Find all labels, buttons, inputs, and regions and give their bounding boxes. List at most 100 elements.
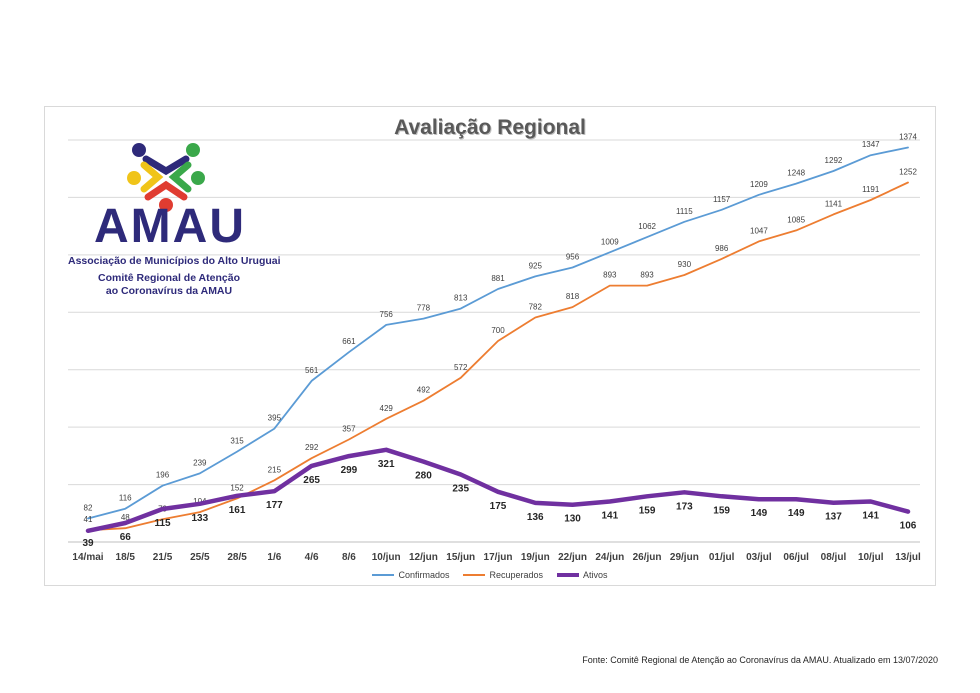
data-label-confirmados: 239 [193,458,207,467]
data-label-recuperados: 41 [84,515,93,524]
data-label-recuperados: 1252 [899,167,917,176]
series-line-recuperados [87,181,909,532]
logo-committee: Comitê Regional de Atenção ao Coronavíru… [64,272,274,298]
data-label-ativos: 159 [713,505,730,516]
x-tick-label: 22/jun [558,552,587,563]
series-line-ativos [85,447,911,534]
x-tick-label: 10/jul [858,552,884,563]
data-label-confirmados: 1062 [638,222,656,231]
data-label-confirmados: 756 [380,310,394,319]
x-tick-label: 17/jun [484,552,513,563]
data-label-confirmados: 1347 [862,140,880,149]
data-label-ativos: 141 [601,511,618,522]
data-label-recuperados: 930 [678,260,692,269]
data-label-confirmados: 196 [156,471,170,480]
x-tick-label: 19/jun [521,552,550,563]
data-label-ativos: 235 [452,484,469,495]
data-label-confirmados: 1009 [601,237,619,246]
data-label-recuperados: 893 [603,271,617,280]
data-label-confirmados: 116 [119,494,132,503]
x-tick-label: 03/jul [746,552,772,563]
legend-label-confirmados: Confirmados [398,570,450,580]
data-label-ativos: 141 [862,511,879,522]
legend-swatch-ativos [557,573,580,577]
data-label-ativos: 115 [154,518,171,529]
data-label-confirmados: 956 [566,252,580,261]
legend-item-recuperados: Recuperados [463,570,543,580]
data-label-recuperados: 429 [380,404,394,413]
data-label-recuperados: 1085 [787,215,805,224]
data-label-recuperados: 215 [268,465,282,474]
x-tick-label: 12/jun [409,552,438,563]
data-label-confirmados: 1374 [899,132,917,141]
data-label-ativos: 39 [82,538,94,549]
data-label-ativos: 161 [229,505,246,516]
data-label-ativos: 159 [639,505,656,516]
x-tick-label: 28/5 [227,552,247,563]
data-label-confirmados: 813 [454,294,468,303]
data-label-confirmados: 1157 [713,195,731,204]
data-label-ativos: 149 [751,508,768,519]
data-label-ativos: 177 [266,500,283,511]
data-label-recuperados: 48 [121,513,130,522]
data-label-recuperados: 782 [529,302,543,311]
chart-title: Avaliação Regional [394,116,586,139]
logo-committee-line2: ao Coronavírus da AMAU [105,285,233,298]
data-label-recuperados: 893 [640,271,654,280]
data-label-recuperados: 292 [305,443,319,452]
data-label-recuperados: 1047 [750,226,768,235]
data-label-ativos: 66 [120,532,132,543]
data-label-ativos: 149 [788,508,805,519]
x-tick-label: 08/jul [821,552,847,563]
x-tick-label: 10/jun [372,552,401,563]
data-label-recuperados: 1191 [862,185,880,194]
x-tick-label: 8/6 [342,552,356,563]
data-label-recuperados: 1141 [825,199,843,208]
x-tick-label: 29/jun [670,552,699,563]
legend-item-ativos: Ativos [557,570,608,580]
x-tick-label: 21/5 [153,552,173,563]
data-label-recuperados: 572 [454,363,468,372]
data-label-confirmados: 925 [529,261,543,270]
data-label-confirmados: 315 [230,437,244,446]
legend-swatch-recuperados [463,574,486,576]
legend-item-confirmados: Confirmados [372,570,449,580]
data-label-confirmados: 1209 [750,180,768,189]
data-label-ativos: 106 [900,521,917,532]
series-line-confirmados [87,146,909,520]
data-label-confirmados: 82 [84,503,93,512]
data-label-ativos: 321 [378,459,395,470]
data-label-recuperados: 700 [491,326,505,335]
source-footer: Fonte: Comitê Regional de Atenção ao Cor… [582,655,938,665]
x-tick-label: 14/mai [72,552,103,563]
data-label-ativos: 173 [676,501,693,512]
data-label-ativos: 175 [490,501,507,512]
logo-committee-line1: Comitê Regional de Atenção [98,272,240,284]
x-tick-label: 26/jun [633,552,662,563]
legend-label-ativos: Ativos [583,570,608,580]
x-tick-label: 18/5 [116,552,136,563]
x-tick-label: 15/jun [446,552,475,563]
data-label-confirmados: 395 [268,414,282,423]
data-label-ativos: 299 [341,465,358,476]
data-label-confirmados: 881 [491,274,505,283]
chart-legend: Confirmados Recuperados Ativos [0,570,980,580]
amau-logo-icon [127,143,205,212]
logo-wordmark: AMAU [94,200,246,253]
logo-organization: Associação de Municípios do Alto Uruguai [68,255,281,267]
data-label-recuperados: 357 [342,424,356,433]
x-tick-label: 25/5 [190,552,210,563]
x-tick-label: 13/jul [895,552,921,563]
data-label-recuperados: 986 [715,244,729,253]
data-label-confirmados: 661 [342,337,356,346]
legend-swatch-confirmados [372,574,395,576]
data-label-confirmados: 778 [417,304,431,313]
x-tick-label: 01/jul [709,552,735,563]
legend-label-recuperados: Recuperados [489,570,544,580]
data-label-ativos: 265 [303,475,320,486]
data-label-ativos: 137 [825,512,842,523]
x-tick-label: 24/jun [595,552,624,563]
x-tick-label: 1/6 [267,552,281,563]
data-label-ativos: 280 [415,471,432,482]
